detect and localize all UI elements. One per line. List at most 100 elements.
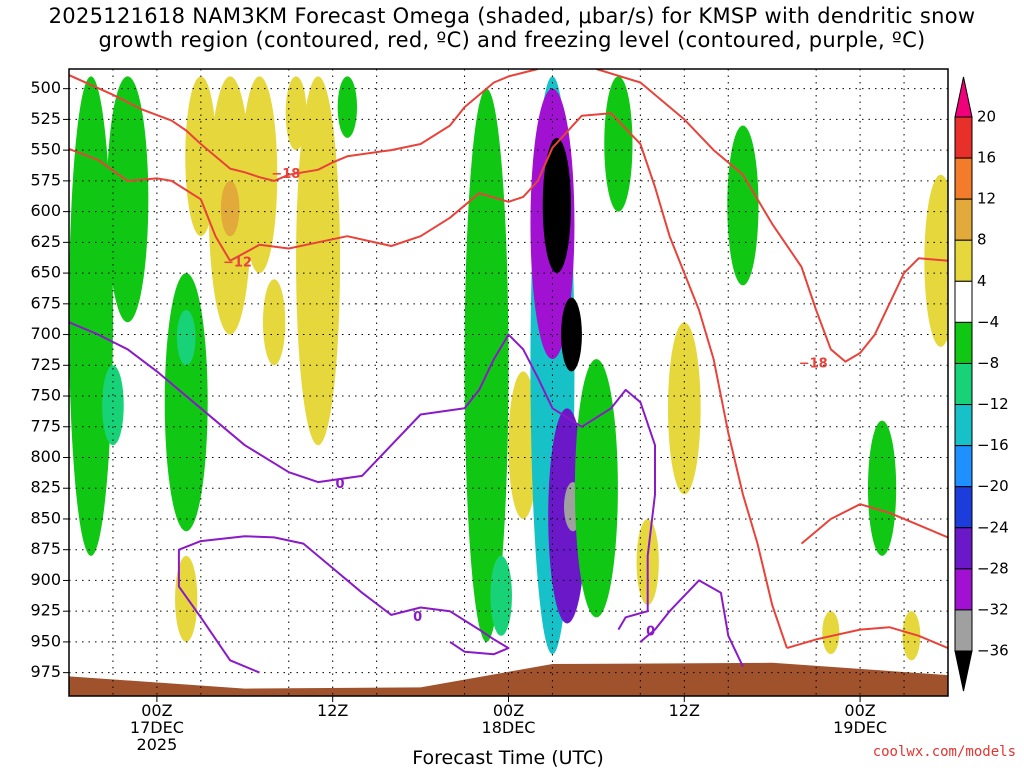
colorbar-segment-2: [954, 198, 973, 241]
omega-shading: [69, 76, 948, 661]
colorbar-segment-0: [954, 116, 973, 159]
colorbar-segment-5: [954, 321, 973, 364]
red-contour-label-3: −12: [223, 256, 252, 271]
omega-region-11: [285, 76, 307, 151]
omega-region-23: [604, 76, 633, 212]
colorbar-label-5: −4: [977, 313, 999, 331]
red-contour-label-1: −18: [799, 357, 828, 372]
colorbar: 20 16 12 8 4 −4 −8 −12 −16 −20 −24 −28 −32 −36: [954, 76, 1009, 692]
y-tick-label-525: 525: [30, 109, 61, 128]
y-tick-label-725: 725: [30, 355, 61, 374]
colorbar-segment-10: [954, 527, 973, 570]
x-tick-label-48-1: 19DEC: [833, 718, 887, 737]
colorbar-label-1: 16: [977, 149, 996, 167]
colorbar-label-12: −32: [977, 600, 1009, 618]
y-tick-label-575: 575: [30, 170, 61, 189]
y-axis: 500 525 550 575 600 625 650 675 700 725 750 775 800 8…: [30, 78, 69, 681]
y-tick-label-675: 675: [30, 293, 61, 312]
colorbar-label-2: 12: [977, 190, 996, 208]
omega-region-8: [220, 180, 240, 237]
y-tick-label-875: 875: [30, 539, 61, 558]
purple-contour-1: [177, 535, 510, 674]
colorbar-label-10: −24: [977, 518, 1009, 536]
x-axis-title: Forecast Time (UTC): [412, 747, 603, 768]
purple-contour-2: [639, 579, 744, 667]
omega-region-29: [822, 611, 840, 655]
y-tick-label-975: 975: [30, 662, 61, 681]
purple-contour-label-0: 0: [336, 477, 345, 492]
chart-title: 2025121618 NAM3KM Forecast Omega (shaded…: [0, 4, 1024, 52]
y-tick-label-750: 750: [30, 386, 61, 405]
red-contour-2: [69, 147, 231, 262]
x-tick-label-24-0: 00Z: [493, 701, 524, 720]
colorbar-label-7: −12: [977, 395, 1009, 413]
colorbar-bottom-arrow: [954, 650, 973, 692]
colorbar-label-0: 20: [977, 108, 996, 126]
omega-region-0: [69, 76, 113, 556]
colorbar-segment-7: [954, 404, 973, 447]
y-tick-label-900: 900: [30, 570, 61, 589]
x-tick-label-48-0: 00Z: [844, 701, 875, 720]
colorbar-segment-6: [954, 362, 973, 406]
y-tick-label-850: 850: [30, 508, 61, 527]
chart-title-line-1: 2025121618 NAM3KM Forecast Omega (shaded…: [48, 4, 976, 28]
colorbar-top-arrow: [954, 76, 973, 118]
omega-region-16: [508, 371, 539, 519]
omega-region-30: [902, 611, 921, 661]
x-tick-label-12-0: 12Z: [317, 701, 348, 720]
red-contour-3: [229, 112, 788, 649]
omega-region-1: [106, 76, 149, 323]
contour-labels: −18 −18 −12 0 0 0: [223, 167, 828, 639]
y-tick-label-800: 800: [30, 447, 61, 466]
omega-region-14: [464, 88, 509, 642]
y-tick-label-500: 500: [30, 78, 61, 97]
omega-region-3: [164, 273, 208, 532]
y-tick-label-700: 700: [30, 324, 61, 343]
omega-region-4: [176, 309, 196, 366]
colorbar-label-9: −20: [977, 477, 1009, 495]
colorbar-label-6: −8: [977, 354, 999, 372]
omega-region-5: [175, 555, 198, 642]
purple-contour-label-2: 0: [646, 625, 655, 640]
omega-region-10: [262, 279, 286, 366]
y-tick-label-625: 625: [30, 232, 61, 251]
y-tick-label-825: 825: [30, 478, 61, 497]
y-tick-label-600: 600: [30, 201, 61, 220]
red-contour-1: [596, 69, 948, 363]
omega-region-12: [296, 76, 341, 446]
credit-text: coolwx.com/models: [872, 744, 1016, 760]
red-contour-5: [786, 626, 948, 650]
y-tick-label-650: 650: [30, 263, 61, 282]
colorbar-label-11: −28: [977, 559, 1009, 577]
omega-region-27: [727, 125, 759, 286]
gridlines: [69, 69, 948, 696]
omega-region-6: [185, 76, 217, 237]
colorbar-segment-8: [954, 445, 973, 488]
x-tick-label-36-0: 12Z: [669, 701, 700, 720]
colorbar-segment-4: [954, 280, 973, 323]
contours: [69, 69, 948, 674]
purple-contour-0: [69, 321, 656, 631]
colorbar-segment-1: [954, 157, 973, 200]
x-tick-label-0-1: 17DEC: [130, 718, 184, 737]
colorbar-segment-3: [954, 239, 973, 282]
red-contour-4: [800, 503, 948, 545]
x-tick-label-24-1: 18DEC: [482, 718, 536, 737]
plot-area: [69, 69, 948, 696]
y-tick-label-550: 550: [30, 140, 61, 159]
y-tick-label-925: 925: [30, 601, 61, 620]
omega-region-9: [241, 76, 278, 274]
red-contour-0: [69, 69, 539, 182]
colorbar-segment-11: [954, 568, 973, 611]
omega-region-2: [102, 365, 124, 446]
y-tick-label-775: 775: [30, 416, 61, 435]
omega-region-19: [542, 137, 571, 274]
purple-contour-label-1: 0: [413, 610, 422, 625]
chart-title-line-2: growth region (contoured, red, ºC) and f…: [98, 28, 926, 52]
colorbar-label-8: −16: [977, 436, 1009, 454]
colorbar-segment-12: [954, 609, 973, 652]
x-tick-label-0-0: 00Z: [141, 701, 172, 720]
omega-region-15: [490, 555, 512, 636]
